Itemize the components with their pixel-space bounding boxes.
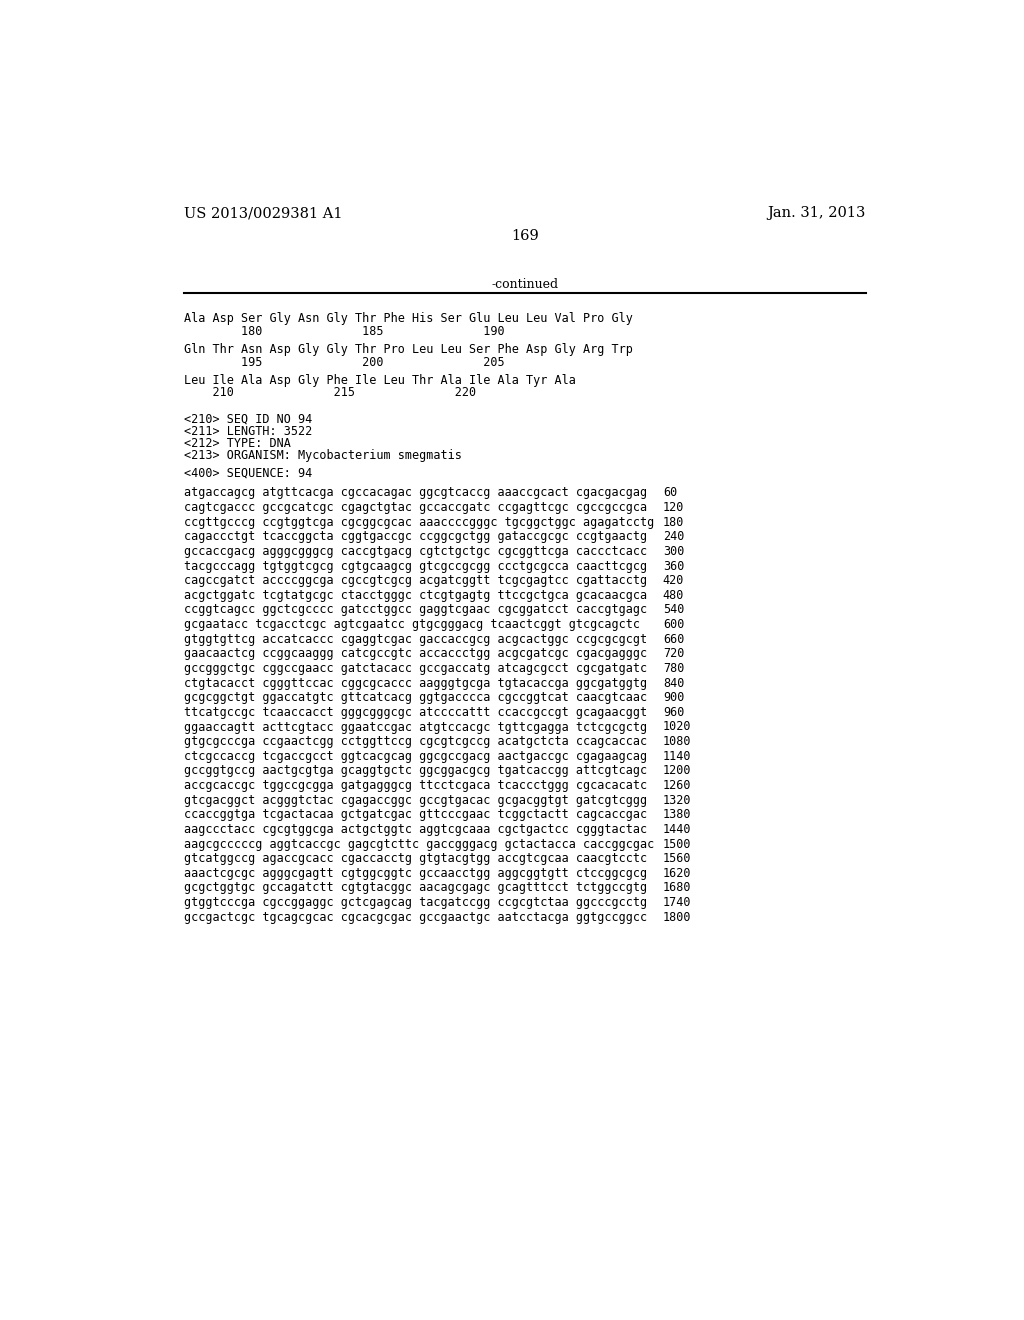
Text: <213> ORGANISM: Mycobacterium smegmatis: <213> ORGANISM: Mycobacterium smegmatis bbox=[183, 449, 462, 462]
Text: gtggtcccga cgccggaggc gctcgagcag tacgatccgg ccgcgtctaa ggcccgcctg: gtggtcccga cgccggaggc gctcgagcag tacgatc… bbox=[183, 896, 647, 909]
Text: gccgactcgc tgcagcgcac cgcacgcgac gccgaactgc aatcctacga ggtgccggcc: gccgactcgc tgcagcgcac cgcacgcgac gccgaac… bbox=[183, 911, 647, 924]
Text: gccggtgccg aactgcgtga gcaggtgctc ggcggacgcg tgatcaccgg attcgtcagc: gccggtgccg aactgcgtga gcaggtgctc ggcggac… bbox=[183, 764, 647, 777]
Text: gtggtgttcg accatcaccc cgaggtcgac gaccaccgcg acgcactggc ccgcgcgcgt: gtggtgttcg accatcaccc cgaggtcgac gaccacc… bbox=[183, 632, 647, 645]
Text: 720: 720 bbox=[663, 647, 684, 660]
Text: ccgttgcccg ccgtggtcga cgcggcgcac aaaccccgggc tgcggctggc agagatcctg: ccgttgcccg ccgtggtcga cgcggcgcac aaacccc… bbox=[183, 516, 654, 529]
Text: tacgcccagg tgtggtcgcg cgtgcaagcg gtcgccgcgg ccctgcgcca caacttcgcg: tacgcccagg tgtggtcgcg cgtgcaagcg gtcgccg… bbox=[183, 560, 647, 573]
Text: 120: 120 bbox=[663, 502, 684, 513]
Text: 960: 960 bbox=[663, 706, 684, 719]
Text: gtcgacggct acgggtctac cgagaccggc gccgtgacac gcgacggtgt gatcgtcggg: gtcgacggct acgggtctac cgagaccggc gccgtga… bbox=[183, 793, 647, 807]
Text: gtcatggccg agaccgcacc cgaccacctg gtgtacgtgg accgtcgcaa caacgtcctc: gtcatggccg agaccgcacc cgaccacctg gtgtacg… bbox=[183, 853, 647, 865]
Text: cagtcgaccc gccgcatcgc cgagctgtac gccaccgatc ccgagttcgc cgccgccgca: cagtcgaccc gccgcatcgc cgagctgtac gccaccg… bbox=[183, 502, 647, 513]
Text: 600: 600 bbox=[663, 618, 684, 631]
Text: 480: 480 bbox=[663, 589, 684, 602]
Text: Jan. 31, 2013: Jan. 31, 2013 bbox=[767, 206, 866, 220]
Text: <210> SEQ ID NO 94: <210> SEQ ID NO 94 bbox=[183, 412, 312, 425]
Text: 840: 840 bbox=[663, 677, 684, 689]
Text: 1080: 1080 bbox=[663, 735, 691, 748]
Text: acgctggatc tcgtatgcgc ctacctgggc ctcgtgagtg ttccgctgca gcacaacgca: acgctggatc tcgtatgcgc ctacctgggc ctcgtga… bbox=[183, 589, 647, 602]
Text: 1620: 1620 bbox=[663, 867, 691, 880]
Text: 780: 780 bbox=[663, 663, 684, 675]
Text: ctgtacacct cgggttccac cggcgcaccc aagggtgcga tgtacaccga ggcgatggtg: ctgtacacct cgggttccac cggcgcaccc aagggtg… bbox=[183, 677, 647, 689]
Text: -continued: -continued bbox=[492, 277, 558, 290]
Text: ctcgccaccg tcgaccgcct ggtcacgcag ggcgccgacg aactgaccgc cgagaagcag: ctcgccaccg tcgaccgcct ggtcacgcag ggcgccg… bbox=[183, 750, 647, 763]
Text: 1140: 1140 bbox=[663, 750, 691, 763]
Text: 1020: 1020 bbox=[663, 721, 691, 734]
Text: <211> LENGTH: 3522: <211> LENGTH: 3522 bbox=[183, 425, 312, 438]
Text: 1320: 1320 bbox=[663, 793, 691, 807]
Text: Gln Thr Asn Asp Gly Gly Thr Pro Leu Leu Ser Phe Asp Gly Arg Trp: Gln Thr Asn Asp Gly Gly Thr Pro Leu Leu … bbox=[183, 343, 633, 356]
Text: 1380: 1380 bbox=[663, 808, 691, 821]
Text: 1560: 1560 bbox=[663, 853, 691, 865]
Text: gcgcggctgt ggaccatgtc gttcatcacg ggtgacccca cgccggtcat caacgtcaac: gcgcggctgt ggaccatgtc gttcatcacg ggtgacc… bbox=[183, 692, 647, 705]
Text: ccggtcagcc ggctcgcccc gatcctggcc gaggtcgaac cgcggatcct caccgtgagc: ccggtcagcc ggctcgcccc gatcctggcc gaggtcg… bbox=[183, 603, 647, 616]
Text: cagaccctgt tcaccggcta cggtgaccgc ccggcgctgg gataccgcgc ccgtgaactg: cagaccctgt tcaccggcta cggtgaccgc ccggcgc… bbox=[183, 531, 647, 544]
Text: Ala Asp Ser Gly Asn Gly Thr Phe His Ser Glu Leu Leu Val Pro Gly: Ala Asp Ser Gly Asn Gly Thr Phe His Ser … bbox=[183, 313, 633, 326]
Text: 180              185              190: 180 185 190 bbox=[183, 325, 505, 338]
Text: 1200: 1200 bbox=[663, 764, 691, 777]
Text: 360: 360 bbox=[663, 560, 684, 573]
Text: 210              215              220: 210 215 220 bbox=[183, 387, 476, 400]
Text: gcgctggtgc gccagatctt cgtgtacggc aacagcgagc gcagtttcct tctggccgtg: gcgctggtgc gccagatctt cgtgtacggc aacagcg… bbox=[183, 882, 647, 895]
Text: 195              200              205: 195 200 205 bbox=[183, 355, 505, 368]
Text: accgcaccgc tggccgcgga gatgagggcg ttcctcgaca tcaccctggg cgcacacatc: accgcaccgc tggccgcgga gatgagggcg ttcctcg… bbox=[183, 779, 647, 792]
Text: gcgaatacc tcgacctcgc agtcgaatcc gtgcgggacg tcaactcggt gtcgcagctc: gcgaatacc tcgacctcgc agtcgaatcc gtgcggga… bbox=[183, 618, 640, 631]
Text: ccaccggtga tcgactacaa gctgatcgac gttcccgaac tcggctactt cagcaccgac: ccaccggtga tcgactacaa gctgatcgac gttcccg… bbox=[183, 808, 647, 821]
Text: atgaccagcg atgttcacga cgccacagac ggcgtcaccg aaaccgcact cgacgacgag: atgaccagcg atgttcacga cgccacagac ggcgtca… bbox=[183, 487, 647, 499]
Text: 1440: 1440 bbox=[663, 822, 691, 836]
Text: gaacaactcg ccggcaaggg catcgccgtc accaccctgg acgcgatcgc cgacgagggc: gaacaactcg ccggcaaggg catcgccgtc accaccc… bbox=[183, 647, 647, 660]
Text: 1740: 1740 bbox=[663, 896, 691, 909]
Text: 240: 240 bbox=[663, 531, 684, 544]
Text: Leu Ile Ala Asp Gly Phe Ile Leu Thr Ala Ile Ala Tyr Ala: Leu Ile Ala Asp Gly Phe Ile Leu Thr Ala … bbox=[183, 374, 575, 387]
Text: 420: 420 bbox=[663, 574, 684, 587]
Text: 1500: 1500 bbox=[663, 838, 691, 850]
Text: 900: 900 bbox=[663, 692, 684, 705]
Text: aagcgcccccg aggtcaccgc gagcgtcttc gaccgggacg gctactacca caccggcgac: aagcgcccccg aggtcaccgc gagcgtcttc gaccgg… bbox=[183, 838, 654, 850]
Text: 169: 169 bbox=[511, 230, 539, 243]
Text: <400> SEQUENCE: 94: <400> SEQUENCE: 94 bbox=[183, 466, 312, 479]
Text: cagccgatct accccggcga cgccgtcgcg acgatcggtt tcgcgagtcc cgattacctg: cagccgatct accccggcga cgccgtcgcg acgatcg… bbox=[183, 574, 647, 587]
Text: ttcatgccgc tcaaccacct gggcgggcgc atccccattt ccaccgccgt gcagaacggt: ttcatgccgc tcaaccacct gggcgggcgc atcccca… bbox=[183, 706, 647, 719]
Text: aaactcgcgc agggcgagtt cgtggcggtc gccaacctgg aggcggtgtt ctccggcgcg: aaactcgcgc agggcgagtt cgtggcggtc gccaacc… bbox=[183, 867, 647, 880]
Text: 1800: 1800 bbox=[663, 911, 691, 924]
Text: 300: 300 bbox=[663, 545, 684, 558]
Text: 1680: 1680 bbox=[663, 882, 691, 895]
Text: gccaccgacg agggcgggcg caccgtgacg cgtctgctgc cgcggttcga caccctcacc: gccaccgacg agggcgggcg caccgtgacg cgtctgc… bbox=[183, 545, 647, 558]
Text: gccgggctgc cggccgaacc gatctacacc gccgaccatg atcagcgcct cgcgatgatc: gccgggctgc cggccgaacc gatctacacc gccgacc… bbox=[183, 663, 647, 675]
Text: aagccctacc cgcgtggcga actgctggtc aggtcgcaaa cgctgactcc cgggtactac: aagccctacc cgcgtggcga actgctggtc aggtcgc… bbox=[183, 822, 647, 836]
Text: gtgcgcccga ccgaactcgg cctggttccg cgcgtcgccg acatgctcta ccagcaccac: gtgcgcccga ccgaactcgg cctggttccg cgcgtcg… bbox=[183, 735, 647, 748]
Text: 540: 540 bbox=[663, 603, 684, 616]
Text: 60: 60 bbox=[663, 487, 677, 499]
Text: 180: 180 bbox=[663, 516, 684, 529]
Text: 1260: 1260 bbox=[663, 779, 691, 792]
Text: ggaaccagtt acttcgtacc ggaatccgac atgtccacgc tgttcgagga tctcgcgctg: ggaaccagtt acttcgtacc ggaatccgac atgtcca… bbox=[183, 721, 647, 734]
Text: 660: 660 bbox=[663, 632, 684, 645]
Text: <212> TYPE: DNA: <212> TYPE: DNA bbox=[183, 437, 291, 450]
Text: US 2013/0029381 A1: US 2013/0029381 A1 bbox=[183, 206, 342, 220]
